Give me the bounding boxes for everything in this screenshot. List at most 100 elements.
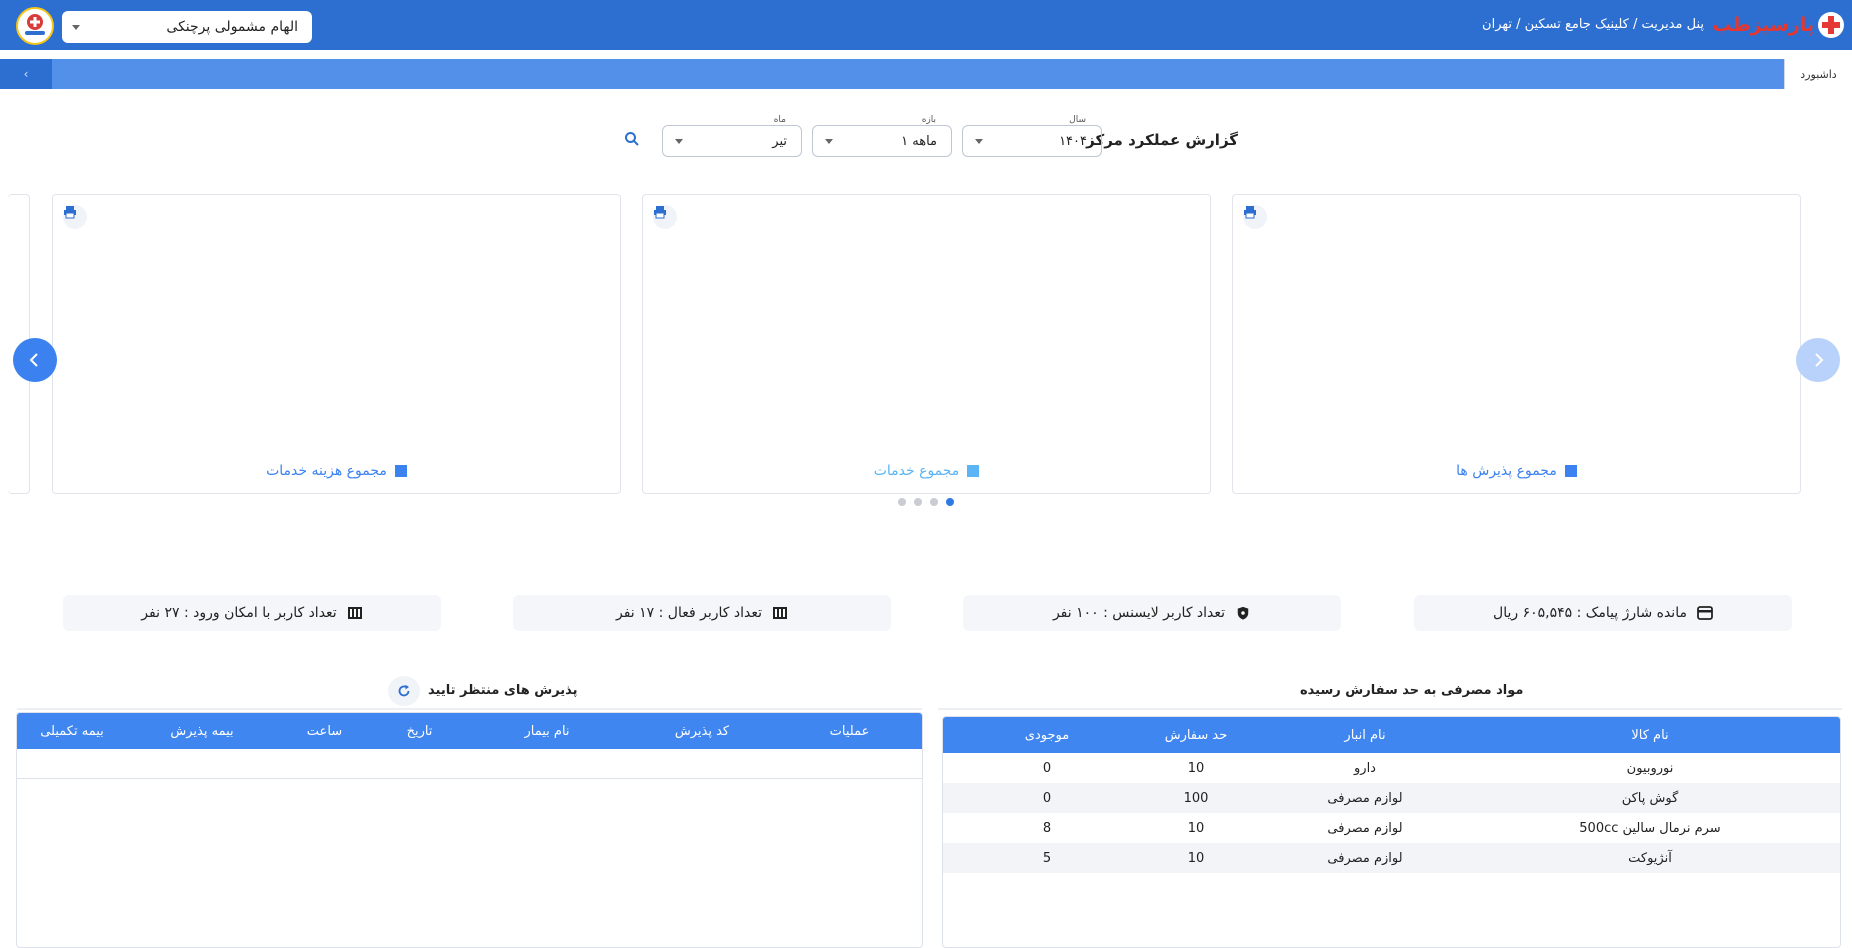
column-header[interactable]: نام کالا <box>1631 727 1669 743</box>
chevron-down-icon <box>975 139 983 144</box>
refresh-button[interactable] <box>388 676 420 706</box>
table-cell: 10 <box>1187 850 1205 866</box>
table-cell: 10 <box>1187 760 1205 776</box>
period-value: ۱ ماهه <box>901 133 937 149</box>
month-label: ماه <box>770 115 789 125</box>
table-cell: 5 <box>1042 850 1052 866</box>
search-icon <box>625 132 639 146</box>
column-header[interactable]: حد سفارش <box>1164 727 1228 743</box>
legend-swatch <box>394 465 407 477</box>
pending-table: بیمه تکمیلی بیمه پذیرش ساعت تاریخ نام بی… <box>16 712 923 948</box>
column-header[interactable]: نام انبار <box>1344 727 1386 743</box>
table-row[interactable]: نوروبیون دارو 10 0 <box>943 753 1840 783</box>
user-name: الهام مشمولی پرچنکی <box>166 19 298 35</box>
table-cell: گوش پاکن <box>1621 790 1679 806</box>
pending-title: پذیرش های منتظر تایید <box>428 683 578 698</box>
print-button[interactable]: ۰۹۱۸۲۷۱ تیر۲ تیر۳ تیر۴ تیر۵ تیر۶ تیر۷ تی… <box>653 205 677 229</box>
printer-icon: ۰۱۰۰,۰۰۰,۰۰۰۲۰۰,۰۰۰,۰۰۰۳۰۰,۰۰۰,۰۰۰۴۰۰,۰۰… <box>64 206 76 219</box>
period-label: بازه <box>918 115 939 125</box>
brand-name: پارسیزطب <box>1712 14 1814 36</box>
chevron-down-icon <box>675 139 683 144</box>
month-value: تیر <box>772 133 787 149</box>
empty-row <box>17 749 922 779</box>
column-header[interactable]: نام بیمار <box>524 723 570 739</box>
id-card-icon <box>347 607 362 619</box>
search-button[interactable] <box>624 131 644 151</box>
column-header[interactable]: ساعت <box>306 723 343 739</box>
legend-label: مجموع پذیرش ها <box>1456 463 1557 479</box>
carousel-dot-active[interactable] <box>946 498 954 506</box>
carousel-prev-button[interactable] <box>13 338 57 382</box>
carousel-dot[interactable] <box>898 498 906 506</box>
carousel-dot[interactable] <box>930 498 938 506</box>
pending-table-header: بیمه تکمیلی بیمه پذیرش ساعت تاریخ نام بی… <box>17 713 922 749</box>
table-cell: آنژیوکت <box>1628 850 1672 866</box>
legend-label: مجموع هزینه خدمات <box>266 463 387 479</box>
legend-swatch <box>967 465 980 477</box>
column-header[interactable]: تاریخ <box>406 723 433 739</box>
year-value: ۱۴۰۴ <box>1059 133 1087 149</box>
table-cell: نوروبیون <box>1626 760 1674 776</box>
materials-title: مواد مصرفی به حد سفارش رسیده <box>1300 683 1524 698</box>
legend-services: مجموع خدمات <box>643 463 1210 479</box>
table-cell: 0 <box>1042 790 1052 806</box>
column-header[interactable]: بیمه پذیرش <box>170 723 234 739</box>
chart-card-service-costs: ۰۱۰۰,۰۰۰,۰۰۰۲۰۰,۰۰۰,۰۰۰۳۰۰,۰۰۰,۰۰۰۴۰۰,۰۰… <box>52 194 621 494</box>
clinic-logo-icon <box>25 14 45 35</box>
avatar[interactable] <box>16 7 54 45</box>
chevron-left-icon <box>29 353 38 367</box>
service-costs-chart <box>53 195 622 495</box>
legend-label: مجموع خدمات <box>873 463 960 479</box>
table-row[interactable]: آنژیوکت لوازم مصرفی 10 5 <box>943 843 1840 873</box>
stat-text: تعداد کاربر با امکان ورود : ۲۷ نفر <box>141 605 337 621</box>
services-chart <box>643 195 1212 495</box>
column-header[interactable]: کد پذیرش <box>674 723 730 739</box>
column-header[interactable]: موجودی <box>1024 727 1070 743</box>
table-cell: 10 <box>1187 820 1205 836</box>
report-title: گزارش عملکرد مرکز <box>1086 131 1238 149</box>
tab-dashboard[interactable]: داشبورد <box>1784 59 1852 89</box>
stat-active-users: تعداد کاربر فعال : ۱۷ نفر <box>513 595 891 631</box>
table-cell: 0 <box>1042 760 1052 776</box>
chart-card-admissions: ۰۳۶۹۱ تیر۲ تیر۳ تیر۴ تیر۵ تیر۶ تیر۷ تیر۸… <box>1232 194 1801 494</box>
refresh-icon <box>398 684 410 697</box>
materials-table: نام کالا نام انبار حد سفارش موجودی نوروب… <box>942 716 1841 948</box>
table-cell: لوازم مصرفی <box>1327 850 1403 866</box>
table-cell: سرم نرمال سالین 500cc <box>1579 820 1721 836</box>
chevron-down-icon <box>72 25 80 30</box>
id-card-icon <box>773 607 788 619</box>
chevron-left-icon: ‹ <box>23 67 29 81</box>
carousel-dot[interactable] <box>914 498 922 506</box>
column-header[interactable]: عملیات <box>829 723 870 739</box>
print-button[interactable]: ۰۱۰۰,۰۰۰,۰۰۰۲۰۰,۰۰۰,۰۰۰۳۰۰,۰۰۰,۰۰۰۴۰۰,۰۰… <box>63 205 87 229</box>
pending-divider <box>17 708 922 710</box>
printer-icon: ۰۳۶۹۱ تیر۲ تیر۳ تیر۴ تیر۵ تیر۶ تیر۷ تیر۸… <box>1244 206 1256 219</box>
legend-service-costs: مجموع هزینه خدمات <box>53 463 620 479</box>
carousel-next-button[interactable] <box>1796 338 1840 382</box>
chevron-down-icon <box>825 139 833 144</box>
stat-license-users: تعداد کاربر لایسنس : ۱۰۰ نفر <box>963 595 1341 631</box>
table-cell: لوازم مصرفی <box>1327 820 1403 836</box>
stat-text: تعداد کاربر لایسنس : ۱۰۰ نفر <box>1052 605 1226 621</box>
chart-card-services: ۰۹۱۸۲۷۱ تیر۲ تیر۳ تیر۴ تیر۵ تیر۶ تیر۷ تی… <box>642 194 1211 494</box>
brand-logo[interactable]: پارسیزطب <box>1713 12 1844 38</box>
month-select[interactable]: ماه تیر <box>662 115 802 157</box>
legend-swatch <box>1564 465 1577 477</box>
period-select[interactable]: بازه ۱ ماهه <box>812 115 952 157</box>
table-cell: 8 <box>1042 820 1052 836</box>
table-row[interactable]: سرم نرمال سالین 500cc لوازم مصرفی 10 8 <box>943 813 1840 843</box>
stat-text: مانده شارژ پیامک : ۶۰۵,۵۴۵ ریال <box>1493 605 1687 621</box>
legend-admissions: مجموع پذیرش ها <box>1233 463 1800 479</box>
stat-text: تعداد کاربر فعال : ۱۷ نفر <box>615 605 763 621</box>
stat-sms-balance: مانده شارژ پیامک : ۶۰۵,۵۴۵ ریال <box>1414 595 1792 631</box>
credit-card-icon <box>1697 606 1713 620</box>
chevron-right-icon <box>1815 353 1824 367</box>
user-select[interactable]: الهام مشمولی پرچنکی <box>62 11 312 43</box>
table-cell: لوازم مصرفی <box>1327 790 1403 806</box>
tab-scroll-button[interactable]: ‹ <box>0 59 52 89</box>
year-select[interactable]: سال ۱۴۰۴ <box>962 115 1102 157</box>
carousel-dots <box>898 498 954 506</box>
print-button[interactable]: ۰۳۶۹۱ تیر۲ تیر۳ تیر۴ تیر۵ تیر۶ تیر۷ تیر۸… <box>1243 205 1267 229</box>
column-header[interactable]: بیمه تکمیلی <box>40 723 104 739</box>
table-row[interactable]: گوش پاکن لوازم مصرفی 100 0 <box>943 783 1840 813</box>
